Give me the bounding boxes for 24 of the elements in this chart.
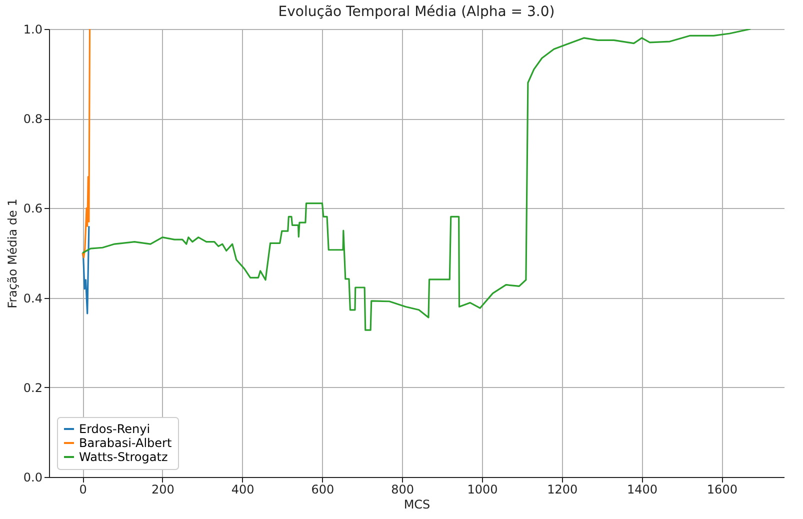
x-tick-label: 400: [231, 482, 254, 496]
x-tick-label: 0: [79, 482, 87, 496]
y-tick-label: 0.2: [23, 380, 42, 395]
y-axis-title: Fração Média de 1: [5, 198, 20, 308]
y-tick-label: 0.4: [23, 291, 42, 306]
line-series: [82, 29, 752, 331]
y-tick-label: 0.0: [23, 470, 42, 484]
y-tick-label: 1.0: [23, 22, 42, 36]
legend-label: Barabasi-Albert: [79, 436, 172, 450]
x-tick-label: 800: [391, 482, 414, 496]
x-tick-label: 1400: [627, 482, 658, 496]
x-tick-label: 1000: [467, 482, 498, 496]
line-series: [82, 29, 91, 258]
x-tick-label: 1200: [547, 482, 578, 496]
chart-title: Evolução Temporal Média (Alpha = 3.0): [278, 4, 555, 20]
legend-label: Erdos-Renyi: [79, 422, 150, 436]
x-axis-title: MCS: [404, 498, 430, 512]
line-series: [82, 225, 90, 314]
x-tick-label: 200: [151, 482, 174, 496]
y-tick-label: 0.6: [23, 202, 42, 216]
x-tick-label: 600: [311, 482, 334, 496]
x-tick-label: 1600: [706, 482, 738, 496]
legend-label: Watts-Strogatz: [79, 450, 168, 464]
y-tick-label: 0.8: [23, 112, 42, 126]
